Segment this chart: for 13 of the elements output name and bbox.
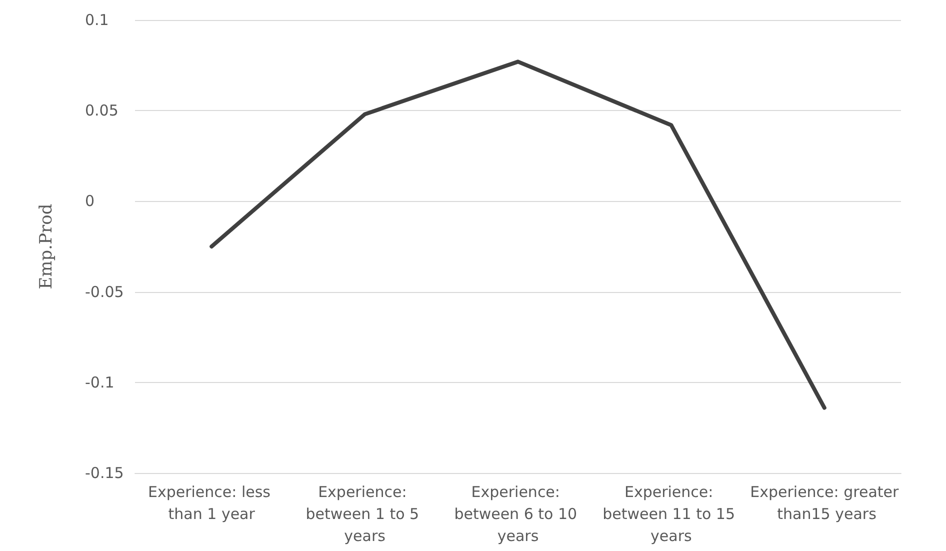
x-tick-label: Experience: between 11 to 15 years bbox=[602, 483, 740, 545]
x-tick-label: Experience: between 1 to 5 years bbox=[306, 483, 424, 545]
y-tick-label: 0 bbox=[85, 192, 95, 210]
y-tick-label: -0.15 bbox=[85, 464, 124, 482]
x-tick-label: Experience: less than 1 year bbox=[148, 483, 276, 523]
y-tick-label: -0.05 bbox=[85, 282, 124, 301]
line-series bbox=[210, 60, 826, 410]
y-tick-label: 0.1 bbox=[85, 11, 109, 29]
y-axis-title: Emp.Prod bbox=[36, 204, 56, 290]
x-tick-label: Experience: greater than15 years bbox=[750, 483, 900, 523]
x-tick-label: Experience: between 6 to 10 years bbox=[454, 483, 582, 545]
y-tick-label: -0.1 bbox=[85, 373, 114, 392]
y-tick-label: 0.05 bbox=[85, 102, 118, 120]
